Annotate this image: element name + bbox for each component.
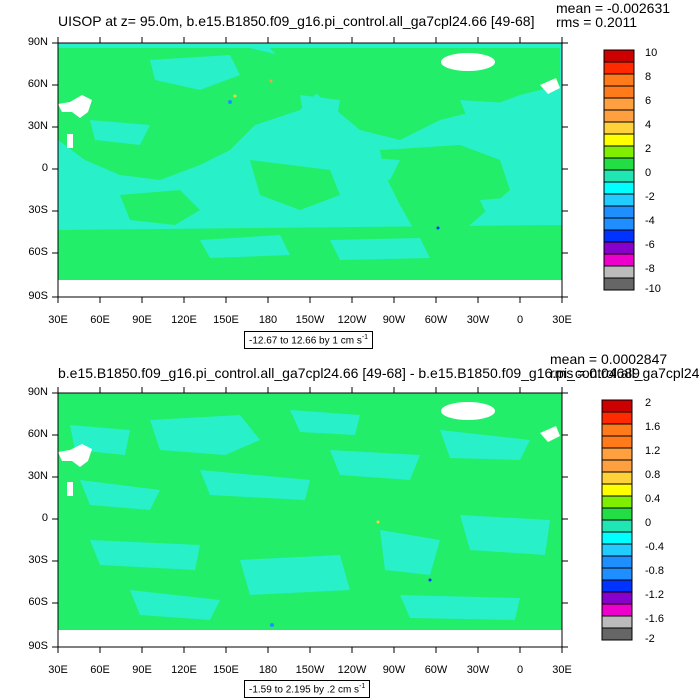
panel1-lon-label: 120E [171,314,197,326]
panel2-spot [376,520,380,524]
panel2-lon-label: 120W [337,664,367,676]
panel2-lon-label: 90E [132,664,152,676]
panel2-lon-label: 30W [466,664,490,676]
panel1-lon-label: 180 [258,314,278,326]
panel2-lon-label: 60E [90,664,110,676]
panel2-lat-label: 30N [27,470,48,482]
panel1-spot [269,79,273,83]
panel2-lat-label: 30S [28,554,48,566]
panel1-mean: mean = -0.002631 [556,0,671,16]
panel1-colorbar-label: -10 [645,283,661,295]
panel2-colorbar-label: -1.2 [645,589,664,601]
panel1-lat-label: 30N [27,120,48,132]
panel1-missing-data [58,53,562,297]
panel2-lon-label: 90W [382,664,406,676]
panel1-lon-label: 90E [132,314,152,326]
panel2-cyan-patches [70,410,550,620]
panel1-contour-info: -12.67 to 12.66 by 1 cm s-1 [244,331,374,350]
panel2-colorbar-label: 2 [645,397,652,409]
panel2-lon-label: 30E [48,664,68,676]
panel2-lat-label: 60N [27,428,48,440]
panel2-colorbar-label: 1.2 [645,445,661,457]
panel2-colorbar-label: -0.8 [645,565,664,577]
panel1-rms: rms = 0.2011 [556,14,638,30]
panel2-lon-label: 150W [295,664,325,676]
panel1-lon-label: 60W [424,314,448,326]
panel1-lon-label: 30E [552,314,572,326]
panel2-lon-label: 150E [213,664,239,676]
panel2-lon-label: 0 [516,664,524,676]
panel2-colorbar-label: -0.4 [645,541,664,553]
panel1-lon-label: 90W [382,314,406,326]
panel1-colorbar-label: -6 [645,239,655,251]
panel1-lat-label: 90S [28,290,48,302]
panel1-colorbar-label: -4 [645,215,655,227]
panel1-lat-label: 60N [27,78,48,90]
panel1-lat-label: 0 [41,162,48,174]
panel1-lat-label: 60S [28,246,48,258]
panel1-spot [228,100,232,104]
panel2-lat-label: 60S [28,596,48,608]
panel1-colorbar-label: 10 [645,47,658,59]
panel2-lat-label: 90S [28,640,48,652]
panel2-rms: rms = 0.04689 [550,365,640,381]
panel1-lon-label: 30W [466,314,490,326]
panel1-lon-label: 0 [516,314,524,326]
panel1-colorbar-label: -8 [645,263,655,275]
panel1-land [58,48,562,280]
panel2-colorbar-label: 0 [645,517,652,529]
panel2-lon-label: 60W [424,664,448,676]
panel2-title: b.e15.B1850.f09_g16.pi_control.all_ga7cp… [58,365,700,381]
panel1-colorbar-label: 2 [645,143,652,155]
panel2-lat-label: 90N [27,386,48,398]
panel1-contour-text: -12.67 to 12.66 by 1 cm s [249,335,362,347]
panel1-colorbar-label: 6 [645,95,652,107]
panel1-colorbar-label: 8 [645,71,652,83]
panel1-colorbar-label: -2 [645,191,655,203]
panel2-contour-exponent: -1 [359,683,366,690]
panel2-colorbar-label: 1.6 [645,421,661,433]
panel2-colorbar-label: 0.4 [645,493,661,505]
panel1-spot [233,94,237,98]
panel2-ticks [52,387,568,653]
panel2-mean: mean = 0.0002847 [550,351,668,367]
panel2-spot [428,578,432,582]
panel1-lon-label: 30E [48,314,68,326]
panel2-colorbar-label: -2 [645,633,655,645]
panel2-lon-label: 30E [552,664,572,676]
panel2-missing-data [58,402,562,647]
panel2-colorbar-label: 0.8 [645,469,661,481]
panel2-lon-label: 120E [171,664,197,676]
panel1-colorbar-label: 4 [645,119,652,131]
panel1-lat-label: 30S [28,204,48,216]
panel1-contour-exponent: -1 [361,334,369,341]
panel1-lon-label: 60E [90,314,110,326]
panel2-contour-text: -1.59 to 2.195 by .2 cm s [249,684,360,696]
panel2-lat-label: 0 [41,512,48,524]
panel2-colorbar-label: -1.6 [645,613,664,625]
panel1-lon-label: 120W [337,314,367,326]
panel1-lon-label: 150W [295,314,325,326]
panel1-spot [436,226,440,230]
panel2-lon-label: 180 [258,664,278,676]
panel1-lat-label: 90N [27,36,48,48]
panel2-spot [270,623,274,627]
panel1-ocean-features [90,55,545,260]
panel1-lon-label: 150E [213,314,239,326]
panel1-colorbar-label: 0 [645,167,652,179]
panel2-contour-info: -1.59 to 2.195 by .2 cm s-1 [244,680,371,699]
panel1-ticks [52,37,568,303]
panel1-title: UISOP at z= 95.0m, b.e15.B1850.f09_g16.p… [58,13,535,29]
